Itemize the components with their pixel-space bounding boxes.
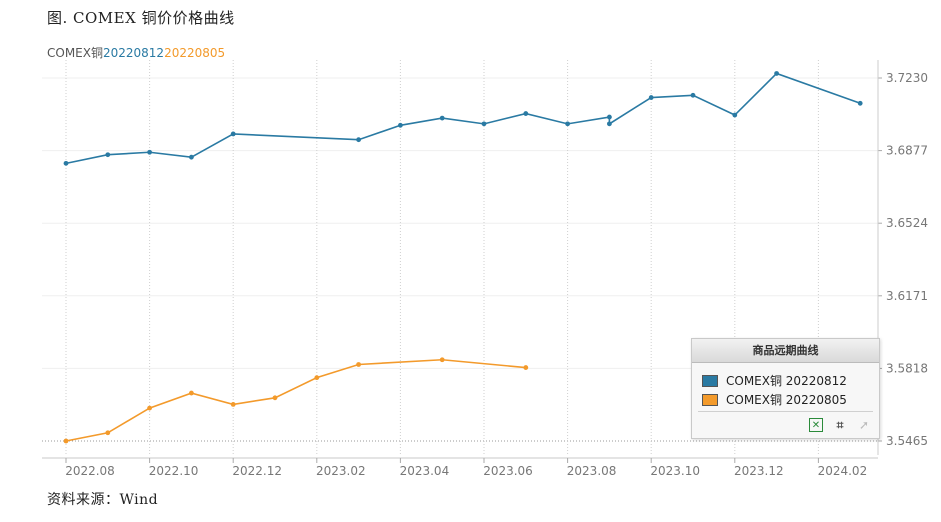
data-point-series-1 xyxy=(690,92,696,98)
x-tick-label: 2023.08 xyxy=(567,464,617,478)
y-tick-label: 3.7230 xyxy=(886,71,928,85)
x-tick-label: 2022.12 xyxy=(232,464,282,478)
series-layer xyxy=(63,71,863,444)
series-line-2 xyxy=(65,358,526,442)
legend-divider xyxy=(698,411,873,412)
data-point-series-1 xyxy=(481,121,487,127)
legend-title: 商品远期曲线 xyxy=(692,339,879,363)
data-point-series-2 xyxy=(314,375,320,381)
x-tick-label: 2023.04 xyxy=(400,464,450,478)
y-tick-label: 3.6524 xyxy=(886,216,928,230)
series-header-prefix: COMEX铜 xyxy=(47,46,103,60)
data-point-series-2 xyxy=(147,405,153,411)
x-tick-label: 2023.12 xyxy=(734,464,784,478)
cursor-icon[interactable]: ➚ xyxy=(858,418,870,432)
data-point-series-1 xyxy=(147,149,153,155)
data-point-series-1 xyxy=(105,152,111,158)
series-header-label-1[interactable]: 20220812 xyxy=(102,46,165,60)
x-tick-label: 2023.10 xyxy=(650,464,700,478)
y-tick-label: 3.5818 xyxy=(886,361,928,375)
data-point-series-1 xyxy=(774,71,779,76)
data-point-series-2 xyxy=(230,401,236,407)
data-point-series-1 xyxy=(565,121,570,127)
data-point-series-2 xyxy=(105,430,111,436)
source-note: 资料来源：Wind xyxy=(47,492,159,508)
figure-title: 图. COMEX 铜价价格曲线 xyxy=(47,9,235,27)
y-tick-label: 3.5465 xyxy=(886,434,928,448)
data-point-series-1 xyxy=(189,154,194,160)
legend-label-1: COMEX铜 20220812 xyxy=(726,374,847,388)
x-tick-label: 2023.06 xyxy=(483,464,533,478)
data-point-series-1 xyxy=(732,112,738,118)
data-point-series-1 xyxy=(607,121,612,127)
legend-panel[interactable]: 商品远期曲线 COMEX铜 20220812 COMEX铜 20220805 ✕… xyxy=(691,338,880,439)
series-line-1 xyxy=(65,72,861,165)
data-point-series-2 xyxy=(272,395,278,401)
legend-swatch-1 xyxy=(702,375,718,387)
data-point-series-1 xyxy=(523,111,529,116)
x-tick-label: 2024.02 xyxy=(818,464,868,478)
legend-label-2: COMEX铜 20220805 xyxy=(726,393,847,407)
data-point-series-1 xyxy=(857,100,863,106)
series-header-label-2[interactable]: 20220805 xyxy=(164,46,226,60)
data-point-series-2 xyxy=(189,390,194,396)
y-tick-label: 3.6877 xyxy=(886,144,928,158)
y-tick-label: 3.6171 xyxy=(886,289,928,303)
data-point-series-2 xyxy=(63,438,69,444)
data-point-series-1 xyxy=(63,160,69,166)
excel-icon[interactable]: ✕ xyxy=(809,418,823,432)
x-tick-label: 2022.10 xyxy=(149,464,199,478)
data-point-series-1 xyxy=(439,115,445,121)
data-point-series-2 xyxy=(523,365,529,370)
legend-swatch-2 xyxy=(702,394,718,406)
data-point-series-1 xyxy=(356,137,361,143)
legend-item-series-1[interactable]: COMEX铜 20220812 xyxy=(702,372,847,389)
x-tick-label: 2023.02 xyxy=(316,464,366,478)
data-point-series-1 xyxy=(398,122,403,128)
data-point-series-1 xyxy=(648,95,654,100)
data-point-series-2 xyxy=(356,362,361,367)
data-point-series-1 xyxy=(230,131,236,137)
data-point-series-2 xyxy=(439,357,445,363)
x-tick-label: 2022.08 xyxy=(65,464,115,478)
data-point-series-1 xyxy=(607,114,612,120)
legend-item-series-2[interactable]: COMEX铜 20220805 xyxy=(702,391,847,408)
crop-icon[interactable]: ⌗ xyxy=(836,418,844,432)
series-header: COMEX铜2022081220220805 xyxy=(47,44,225,61)
